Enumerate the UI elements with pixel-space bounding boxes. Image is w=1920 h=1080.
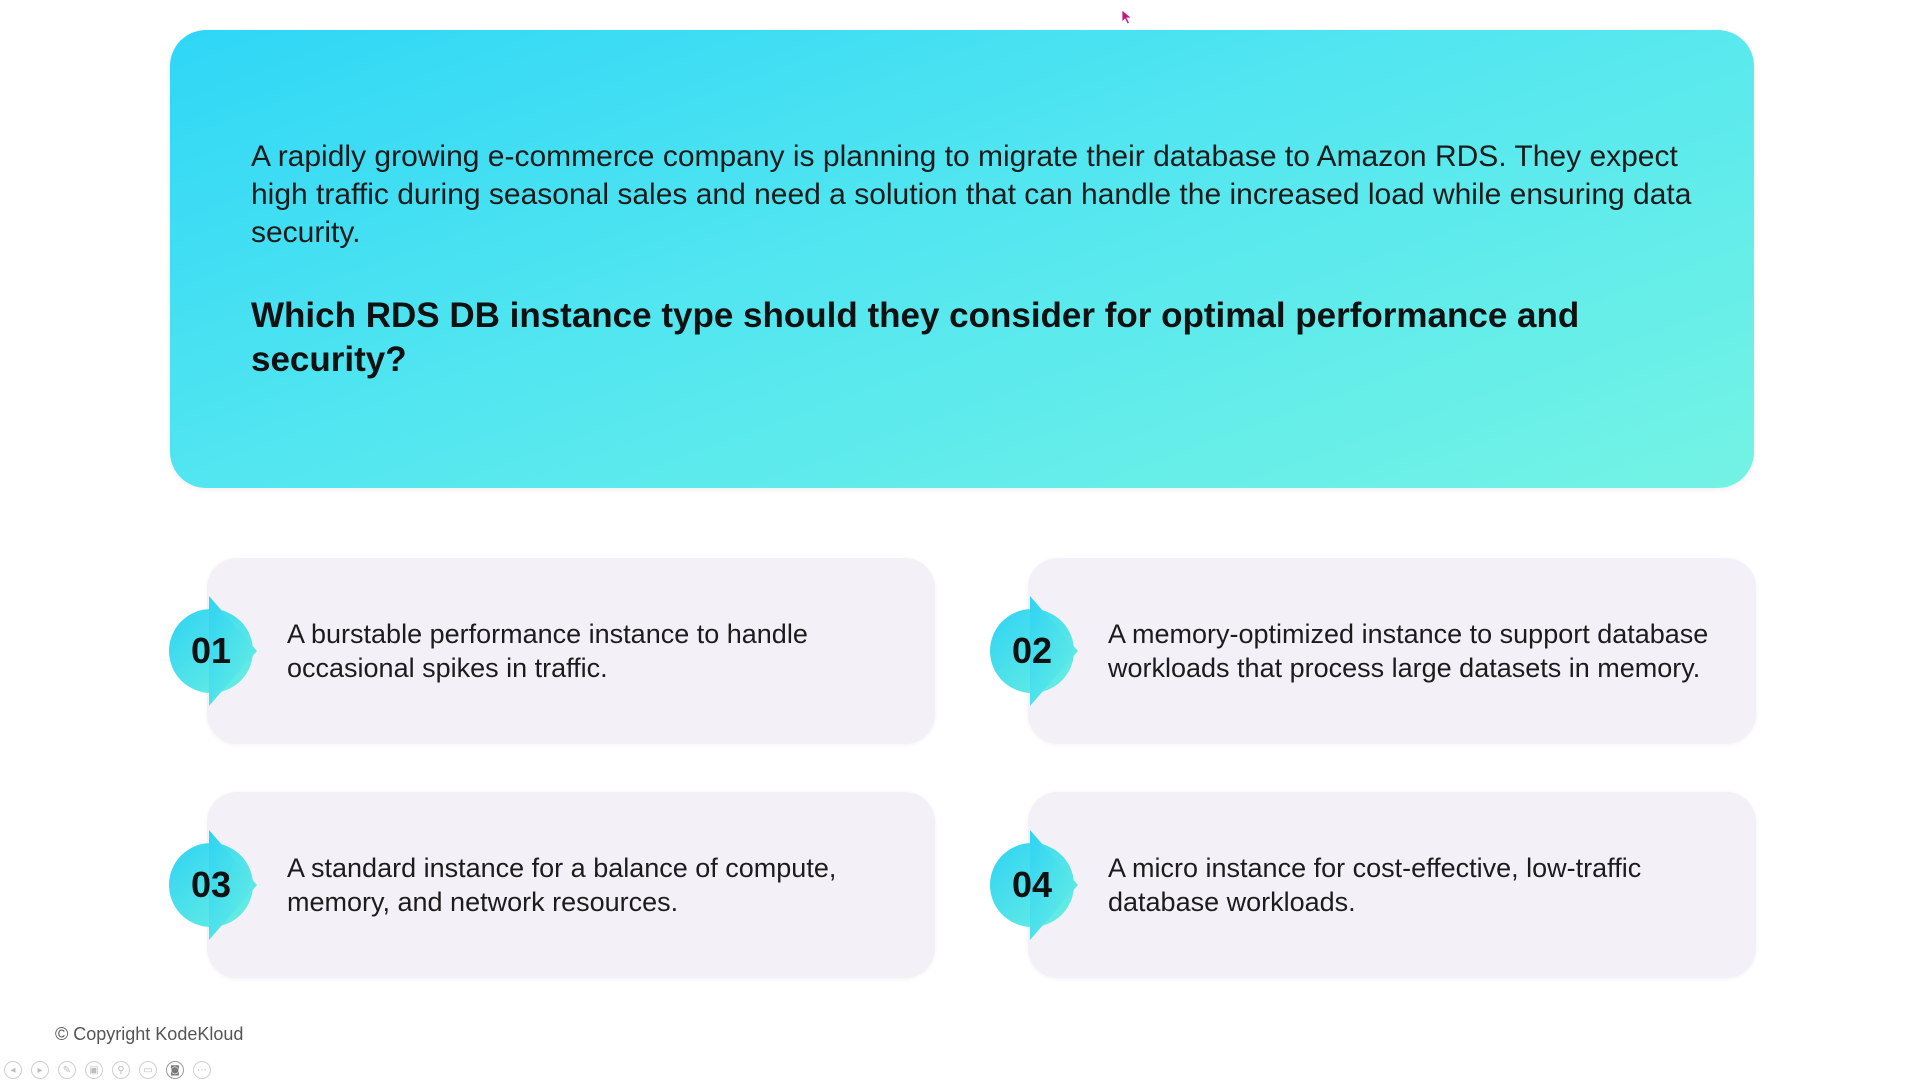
option-number: 03 xyxy=(190,864,232,905)
arrow-badge-icon xyxy=(990,596,1078,706)
option-badge: 03 xyxy=(169,830,261,940)
more-icon[interactable]: ⋯ xyxy=(193,1061,211,1079)
option-card-02[interactable]: 02 A memory-optimized instance to suppor… xyxy=(990,558,1756,744)
option-badge: 02 xyxy=(990,596,1082,706)
option-badge: 01 xyxy=(169,596,261,706)
camera-icon[interactable]: ◙ xyxy=(166,1061,184,1079)
player-controls: ◂ ▸ ✎ ▣ ⚲ ▭ ◙ ⋯ xyxy=(4,1060,211,1080)
arrow-badge-icon xyxy=(169,830,257,940)
option-badge: 04 xyxy=(990,830,1082,940)
option-card-04[interactable]: 04 A micro instance for cost-effective, … xyxy=(990,792,1756,978)
question-context: A rapidly growing e-commerce company is … xyxy=(251,140,1692,249)
copyright-notice: © Copyright KodeKloud xyxy=(55,1024,244,1044)
next-icon[interactable]: ▸ xyxy=(31,1061,49,1079)
option-card-03[interactable]: 03 A standard instance for a balance of … xyxy=(169,792,935,978)
option-text: A burstable performance instance to hand… xyxy=(287,619,808,683)
option-text: A memory-optimized instance to support d… xyxy=(1108,619,1709,683)
mouse-cursor-icon xyxy=(1121,9,1133,25)
arrow-badge-icon xyxy=(169,596,257,706)
option-number: 01 xyxy=(190,630,232,671)
subtitles-icon[interactable]: ▭ xyxy=(139,1061,157,1079)
zoom-icon[interactable]: ⚲ xyxy=(112,1061,130,1079)
pen-icon[interactable]: ✎ xyxy=(58,1061,76,1079)
slides-icon[interactable]: ▣ xyxy=(85,1061,103,1079)
question-prompt: Which RDS DB instance type should they c… xyxy=(251,296,1580,379)
option-card-01[interactable]: 01 A burstable performance instance to h… xyxy=(169,558,935,744)
arrow-badge-icon xyxy=(990,830,1078,940)
question-panel: A rapidly growing e-commerce company is … xyxy=(170,30,1754,488)
option-number: 02 xyxy=(1011,630,1053,671)
previous-icon[interactable]: ◂ xyxy=(4,1061,22,1079)
option-text: A micro instance for cost-effective, low… xyxy=(1108,853,1642,917)
option-number: 04 xyxy=(1011,864,1053,905)
option-text: A standard instance for a balance of com… xyxy=(287,853,837,917)
